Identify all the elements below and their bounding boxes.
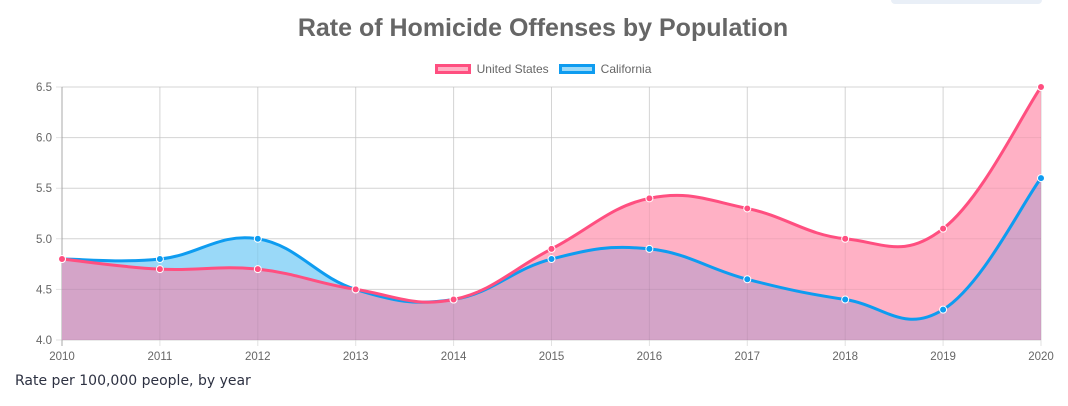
legend-label-california: California (600, 62, 652, 76)
y-tick-label: 4.0 (36, 335, 52, 347)
x-tick-label: 2011 (148, 351, 173, 363)
data-point-california (743, 275, 752, 284)
data-point-united-states (351, 285, 360, 294)
y-tick-label: 4.5 (36, 284, 52, 296)
data-point-united-states (645, 194, 654, 203)
data-point-california (155, 255, 164, 264)
y-tick-label: 6.5 (36, 82, 52, 94)
x-tick-label: 2020 (1028, 351, 1054, 363)
data-point-united-states (547, 244, 556, 253)
legend-label-united-states: United States (476, 62, 549, 76)
chart-legend: United States California (0, 62, 1068, 76)
legend-item-california[interactable]: California (558, 62, 652, 76)
data-point-united-states (1037, 83, 1045, 91)
data-point-united-states (253, 265, 262, 274)
data-point-california (841, 295, 850, 304)
x-tick-label: 2019 (930, 351, 956, 363)
series-fills (62, 86, 1042, 341)
x-tick-label: 2010 (49, 351, 75, 363)
x-tick-label: 2014 (441, 351, 467, 363)
top-toolbar-pill (891, 0, 1042, 4)
x-axis-labels: 2010 2011 2012 2013 2014 2015 2016 2017 2018 2019… (49, 351, 1054, 363)
series-points (58, 83, 1045, 314)
area-fill-united-states (62, 87, 1041, 340)
data-point-california (939, 305, 948, 314)
y-axis-labels: 4.0 4.5 5.0 5.5 6.0 6.5 (36, 82, 52, 347)
data-point-california (253, 234, 262, 243)
x-tick-label: 2013 (343, 351, 369, 363)
data-point-california (645, 244, 654, 253)
data-point-california (547, 255, 556, 264)
y-tick-label: 5.5 (36, 183, 52, 195)
legend-swatch-united-states (434, 64, 471, 74)
chart-title: Rate of Homicide Offenses by Population (297, 14, 789, 42)
y-tick-label: 6.0 (36, 133, 52, 145)
data-point-united-states (841, 234, 850, 243)
x-tick-label: 2015 (539, 351, 565, 363)
x-tick-label: 2018 (832, 351, 858, 363)
data-point-california (1037, 174, 1045, 183)
legend-item-united-states[interactable]: United States (434, 62, 549, 76)
data-point-united-states (155, 265, 164, 274)
x-tick-label: 2016 (637, 351, 663, 363)
x-tick-label: 2012 (245, 351, 271, 363)
chart-caption: Rate per 100,000 people, by year (15, 373, 251, 389)
legend-swatch-california (558, 64, 595, 74)
x-tick-label: 2017 (735, 351, 761, 363)
line-united-states (61, 86, 1043, 304)
data-point-united-states (939, 224, 948, 233)
data-point-united-states (449, 295, 458, 304)
data-point-united-states (743, 204, 752, 213)
y-tick-label: 5.0 (36, 234, 52, 246)
data-point-united-states (58, 255, 66, 264)
